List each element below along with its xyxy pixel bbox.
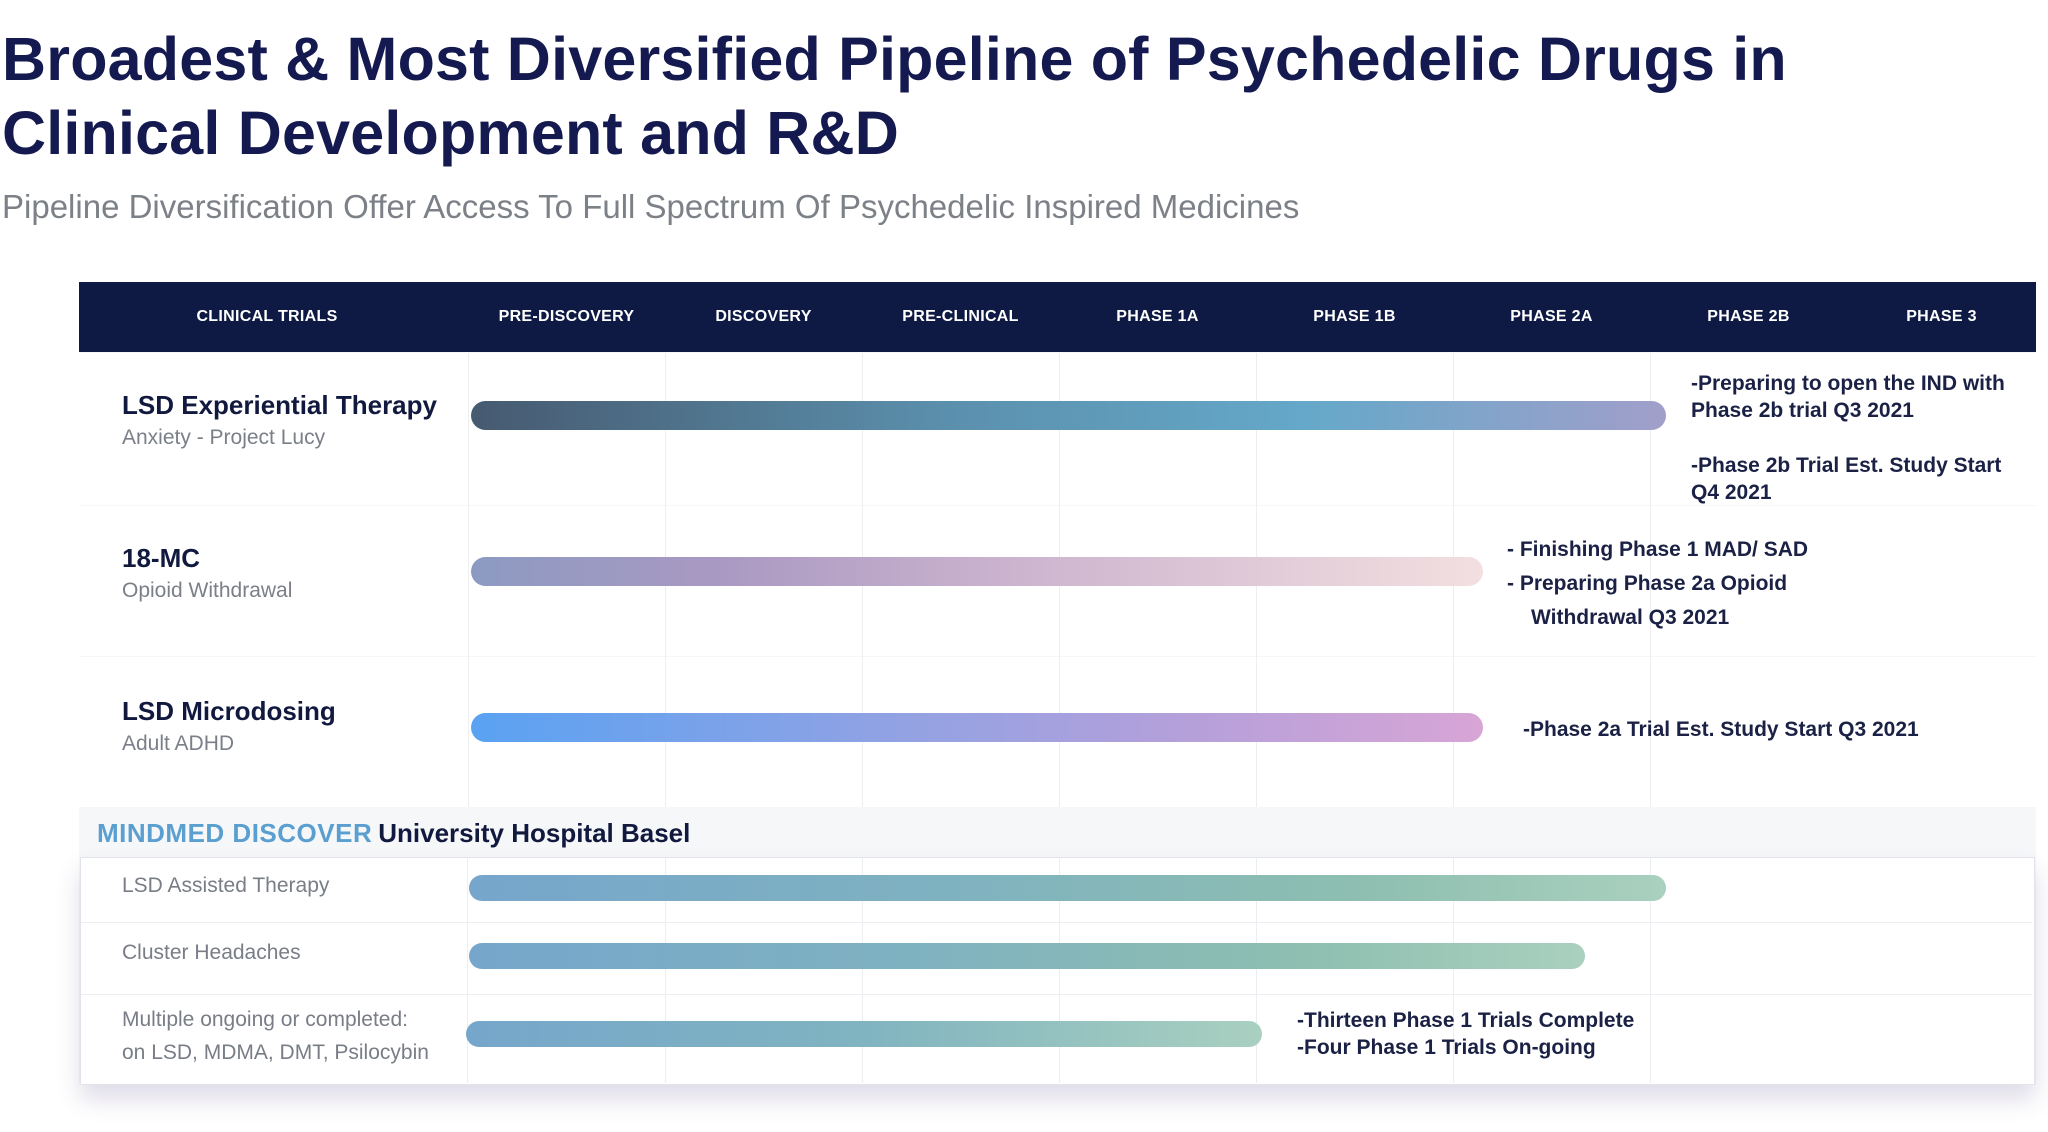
program-note: -Phase 2b Trial Est. Study Start Q4 2021	[1691, 454, 2002, 504]
study-name-line: Multiple ongoing or completed:	[122, 1008, 409, 1031]
study-note: -Four Phase 1 Trials On-going	[1297, 1036, 1596, 1059]
discover-institution: University Hospital Basel	[378, 818, 691, 848]
header-stage-phase-1b: PHASE 1B	[1313, 308, 1396, 325]
grid-line	[468, 353, 469, 807]
progress-bar	[466, 1021, 1262, 1047]
progress-bar	[471, 401, 1666, 430]
program-indication: Opioid Withdrawal	[122, 579, 293, 602]
page-title: Broadest & Most Diversified Pipeline of …	[2, 25, 1787, 167]
program-indication: Anxiety - Project Lucy	[122, 426, 326, 449]
header-stage-phase-2a: PHASE 2A	[1510, 308, 1593, 325]
grid-line	[1256, 858, 1257, 1083]
study-name: Cluster Headaches	[122, 941, 301, 964]
header-clinical-trials: CLINICAL TRIALS	[196, 308, 338, 325]
page-subtitle: Pipeline Diversification Offer Access To…	[2, 188, 1300, 225]
program-name: 18-MC	[122, 543, 201, 573]
program-name: LSD Microdosing	[122, 696, 336, 726]
header-stage-phase-1a: PHASE 1A	[1116, 308, 1199, 325]
program-note: -Preparing to open the IND with Phase 2b…	[1691, 372, 2005, 422]
grid-line	[665, 858, 666, 1083]
progress-bar	[471, 713, 1483, 742]
program-name: LSD Experiential Therapy	[122, 390, 437, 420]
program-note: - Finishing Phase 1 MAD/ SAD	[1507, 538, 1809, 561]
grid-line	[1059, 858, 1060, 1083]
program-note: - Preparing Phase 2a Opioid	[1507, 572, 1788, 595]
grid-line	[1453, 858, 1454, 1083]
grid-line	[862, 858, 863, 1083]
grid-line	[467, 858, 468, 1083]
header-stage-phase-3: PHASE 3	[1906, 308, 1977, 325]
discover-brand: MINDMED DISCOVER	[97, 818, 373, 848]
progress-bar	[471, 557, 1483, 586]
row-divider	[81, 922, 2032, 923]
study-name-line: on LSD, MDMA, DMT, Psilocybin	[122, 1041, 429, 1064]
header-stage-pre-discovery: PRE-DISCOVERY	[498, 308, 635, 325]
header-stage-discovery: DISCOVERY	[715, 308, 812, 325]
study-note: -Thirteen Phase 1 Trials Complete	[1297, 1009, 1635, 1032]
grid-line	[1650, 353, 1651, 807]
header-stage-phase-2b: PHASE 2B	[1707, 308, 1790, 325]
discover-label: MINDMED DISCOVER University Hospital Base…	[97, 818, 690, 849]
program-indication: Adult ADHD	[122, 732, 235, 755]
grid-line	[1650, 858, 1651, 1083]
progress-bar	[469, 943, 1585, 969]
study-name: LSD Assisted Therapy	[122, 874, 330, 897]
progress-bar	[469, 875, 1666, 901]
pipeline-header: CLINICAL TRIALS PRE-DISCOVERY DISCOVERY …	[79, 282, 2036, 352]
row-divider	[81, 994, 2032, 995]
header-stage-pre-clinical: PRE-CLINICAL	[902, 308, 1019, 325]
program-note: Withdrawal Q3 2021	[1531, 606, 1730, 629]
program-note: -Phase 2a Trial Est. Study Start Q3 2021	[1523, 718, 1919, 741]
